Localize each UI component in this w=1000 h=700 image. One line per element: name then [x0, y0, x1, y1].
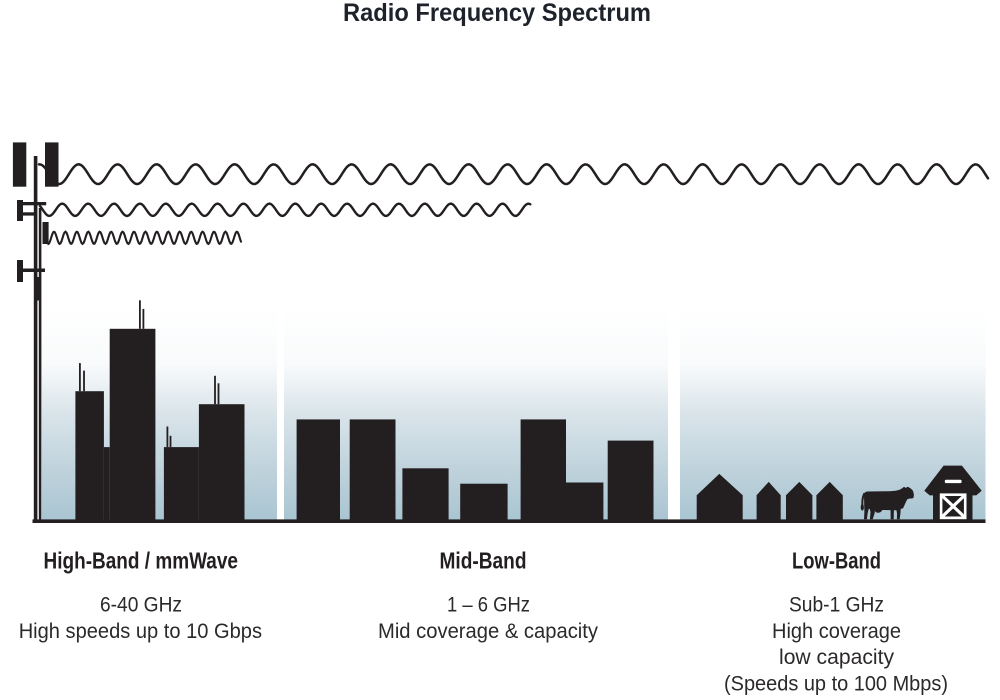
svg-text:Radio Frequency Spectrum: Radio Frequency Spectrum — [343, 0, 651, 27]
svg-text:Mid-Band: Mid-Band — [440, 548, 527, 574]
svg-text:High coverage: High coverage — [772, 619, 901, 643]
svg-text:Sub-1 GHz: Sub-1 GHz — [789, 593, 884, 617]
svg-text:High-Band / mmWave: High-Band / mmWave — [44, 548, 239, 574]
svg-text:Low-Band: Low-Band — [792, 548, 881, 574]
svg-text:High speeds up to 10 Gbps: High speeds up to 10 Gbps — [19, 619, 262, 643]
svg-text:Mid coverage & capacity: Mid coverage & capacity — [378, 619, 598, 643]
svg-text:1 – 6 GHz: 1 – 6 GHz — [447, 593, 530, 617]
svg-text:low capacity: low capacity — [779, 645, 894, 669]
svg-text:(Speeds up to 100 Mbps): (Speeds up to 100 Mbps) — [724, 672, 948, 696]
svg-text:6-40 GHz: 6-40 GHz — [100, 593, 182, 617]
